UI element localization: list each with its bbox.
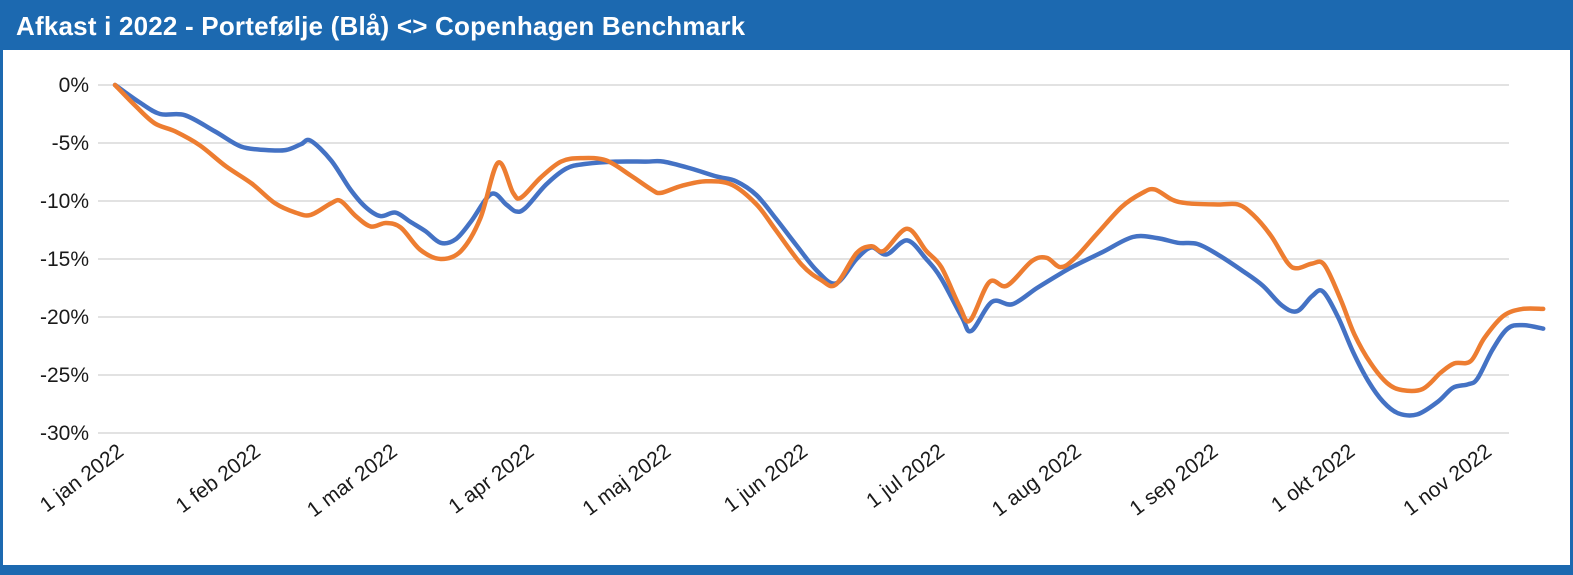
y-axis-label: 0% <box>59 74 89 97</box>
chart-title: Afkast i 2022 - Portefølje (Blå) <> Cope… <box>16 11 746 41</box>
y-axis-label: -10% <box>40 190 89 213</box>
x-axis-label: 1 okt 2022 <box>1267 440 1359 517</box>
x-axis-label: 1 feb 2022 <box>172 440 265 518</box>
x-axis-label: 1 jul 2022 <box>862 440 949 513</box>
y-axis-label: -25% <box>40 364 89 387</box>
x-axis-label: 1 aug 2022 <box>988 440 1086 522</box>
copenhagen-benchmark-line <box>112 82 1546 394</box>
x-axis-label: 1 jan 2022 <box>36 440 128 517</box>
x-axis-label: 1 sep 2022 <box>1126 440 1223 521</box>
portef-lje-line <box>112 82 1546 418</box>
y-axis-label: -20% <box>40 306 89 329</box>
y-axis-label: -5% <box>52 132 89 155</box>
line-chart: 0% -5% -10% -15% -20% -25% -30%1 jan 2022 1 feb… <box>36 74 1546 522</box>
y-axis-label: -30% <box>40 422 89 445</box>
x-axis-label: 1 apr 2022 <box>444 440 538 519</box>
x-axis-label: 1 nov 2022 <box>1399 440 1496 521</box>
x-axis-label: 1 jun 2022 <box>720 440 812 517</box>
x-axis-label: 1 maj 2022 <box>578 440 675 521</box>
y-axis-label: -15% <box>40 248 89 271</box>
chart-title-bar: Afkast i 2022 - Portefølje (Blå) <> Cope… <box>3 3 1570 50</box>
x-axis-label: 1 mar 2022 <box>303 440 402 522</box>
chart-area: 0% -5% -10% -15% -20% -25% -30% 1 jan 2022 1 feb… <box>3 50 1570 565</box>
